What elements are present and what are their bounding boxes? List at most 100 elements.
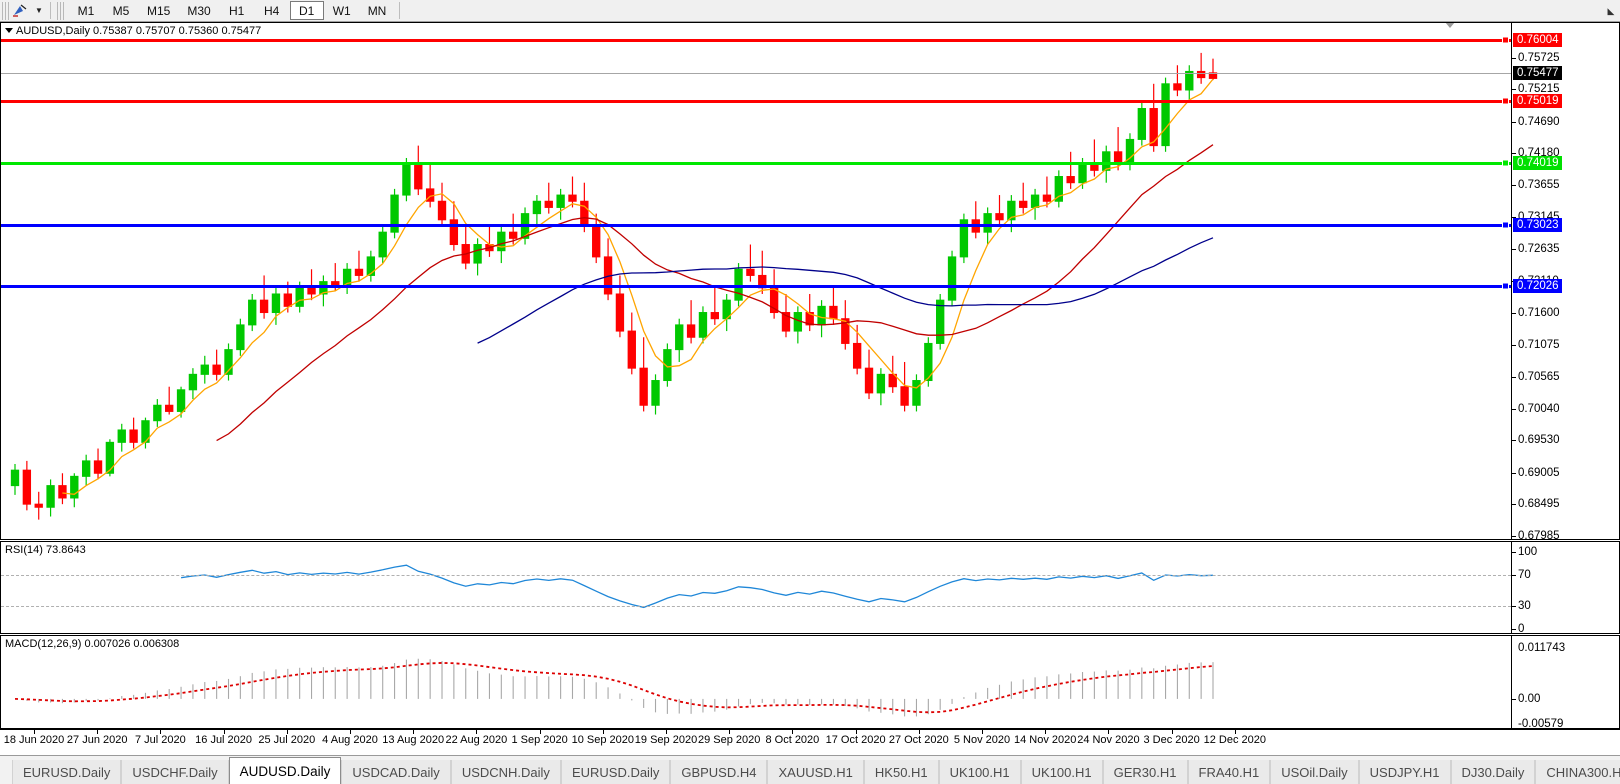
- chart-tab-eurusd-daily[interactable]: EURUSD.Daily: [560, 760, 671, 784]
- price-tickmark: [1512, 121, 1516, 123]
- date-tick-label: 1 Sep 2020: [511, 734, 568, 746]
- price-tickmark: [1512, 472, 1516, 474]
- rsi-panel[interactable]: RSI(14) 73.8643 100 70 30 0: [0, 541, 1620, 635]
- date-tickmark: [350, 730, 351, 734]
- price-tag-green[interactable]: 0.74019: [1513, 155, 1562, 170]
- chart-tab-usdjpy-h1[interactable]: USDJPY.H1: [1358, 760, 1451, 784]
- level-line-support[interactable]: [1, 285, 1511, 289]
- chart-tab-eurusd-daily[interactable]: EURUSD.Daily: [12, 760, 122, 784]
- date-axis[interactable]: 18 Jun 2020 27 Jun 2020 7 Jul 2020 16 Jul 2…: [0, 729, 1620, 751]
- tab-list: EURUSD.Daily USDCHF.Daily AUDUSD.Daily USDC…: [12, 757, 1620, 784]
- date-tick-label: 29 Sep 2020: [697, 734, 761, 746]
- price-plot-area[interactable]: AUDUSD,Daily 0.75387 0.75707 0.75360 0.7…: [1, 23, 1511, 539]
- crosshair-draw-icon[interactable]: [10, 1, 32, 21]
- timeframe-m1[interactable]: M1: [77, 3, 95, 18]
- macd-axis: 0.011743 0.00 -0.00579: [1511, 636, 1619, 730]
- level-line-support[interactable]: [1, 161, 1511, 165]
- toolbar-grip[interactable]: [2, 1, 10, 20]
- chart-tab-china300-h1[interactable]: CHINA300.H1: [1535, 760, 1620, 784]
- timeframe-m30[interactable]: M30: [187, 3, 211, 18]
- level-line-handle[interactable]: [1502, 97, 1509, 105]
- timeframe-mn[interactable]: MN: [367, 3, 387, 18]
- level-line-handle[interactable]: [1502, 36, 1509, 44]
- rsi-tick-label: 100: [1518, 546, 1538, 558]
- level-line-handle[interactable]: [1502, 221, 1509, 229]
- level-line-resistance[interactable]: [1, 100, 1511, 104]
- chart-tab-usdchf-daily[interactable]: USDCHF.Daily: [121, 760, 229, 784]
- date-tickmark: [413, 730, 415, 734]
- price-tick-label: 0.72635: [1518, 242, 1560, 255]
- price-tag-red[interactable]: 0.76004: [1513, 33, 1562, 48]
- price-tickmark: [1512, 89, 1516, 91]
- level-line-handle[interactable]: [1502, 159, 1509, 167]
- price-tag-blue[interactable]: 0.73023: [1513, 217, 1562, 232]
- macd-tick-label: 0.00: [1518, 692, 1541, 705]
- chart-tab-hk50-h1[interactable]: HK50.H1: [863, 760, 939, 784]
- chart-tab-fra40-h1[interactable]: FRA40.H1: [1187, 760, 1271, 784]
- price-tickmark: [1512, 153, 1516, 155]
- date-tickmark: [223, 730, 225, 734]
- price-tag-red[interactable]: 0.75019: [1513, 94, 1562, 109]
- date-tickmark: [97, 730, 99, 734]
- rsi-tickmark: [1512, 629, 1516, 630]
- timeframe-m15[interactable]: M15: [147, 3, 171, 18]
- price-tick-label: 0.68495: [1518, 498, 1560, 511]
- chart-tab-gbpusd-h4[interactable]: GBPUSD.H4: [670, 760, 768, 784]
- date-tick-label: 14 Nov 2020: [1013, 734, 1077, 746]
- date-tickmark: [286, 730, 288, 734]
- price-tickmark: [1512, 408, 1516, 410]
- date-tick-label: 17 Oct 2020: [825, 734, 886, 746]
- price-tickmark: [1512, 312, 1516, 314]
- price-tickmark: [1512, 536, 1516, 537]
- date-tickmark: [666, 730, 667, 734]
- timeframe-m5[interactable]: M5: [112, 3, 130, 18]
- timeframe-group: M1 M5 M15 M30 H1 H4 D1 W1 MN: [69, 1, 395, 20]
- price-chart-panel[interactable]: AUDUSD,Daily 0.75387 0.75707 0.75360 0.7…: [0, 22, 1620, 542]
- price-tag-blue[interactable]: 0.72026: [1513, 279, 1562, 294]
- date-tickmark: [539, 730, 541, 734]
- date-tickmark: [1171, 730, 1173, 734]
- price-tick-label: 0.71600: [1518, 306, 1560, 319]
- price-axis[interactable]: 0.757250.752150.746900.741800.736550.731…: [1511, 23, 1619, 542]
- macd-tickmark: [1512, 698, 1516, 700]
- rsi-line-svg: [181, 564, 1214, 609]
- price-tickmark: [1512, 376, 1516, 378]
- rsi-tick-label: 0: [1518, 623, 1525, 635]
- date-tickmark: [1108, 730, 1110, 734]
- date-tickmark: [34, 730, 35, 734]
- timeframe-h4[interactable]: H4: [264, 3, 280, 18]
- price-tick-label: 0.74690: [1518, 115, 1560, 128]
- price-tag-black[interactable]: 0.75477: [1513, 65, 1562, 80]
- date-tick-label: 24 Nov 2020: [1077, 734, 1140, 746]
- macd-panel[interactable]: MACD(12,26,9) 0.007026 0.006308 0.011743…: [0, 635, 1620, 730]
- date-tick-label: 16 Jul 2020: [195, 734, 253, 746]
- macd-tick-label: -0.00579: [1518, 718, 1564, 730]
- chart-tab-usoil-daily[interactable]: USOil.Daily: [1270, 760, 1359, 784]
- chevron-down-icon[interactable]: ▼: [35, 6, 43, 15]
- timeframe-h1[interactable]: H1: [229, 3, 245, 18]
- window-scroll-stub[interactable]: ◣: [1607, 5, 1615, 16]
- chart-tab-usdcnh-daily[interactable]: USDCNH.Daily: [450, 760, 561, 784]
- chart-tab-uk100-h1[interactable]: UK100.H1: [1020, 760, 1103, 784]
- chart-tab-uk100-h1[interactable]: UK100.H1: [938, 760, 1021, 784]
- date-tick-label: 8 Oct 2020: [765, 734, 820, 746]
- chart-tab-xauusd-h1[interactable]: XAUUSD.H1: [767, 760, 864, 784]
- timeframe-w1[interactable]: W1: [332, 3, 351, 18]
- macd-plot-area[interactable]: MACD(12,26,9) 0.007026 0.006308: [1, 636, 1511, 728]
- chart-tab-audusd-daily[interactable]: AUDUSD.Daily: [228, 757, 342, 784]
- chart-tab-usdcad-daily[interactable]: USDCAD.Daily: [341, 760, 451, 784]
- level-line-resistance[interactable]: [1, 39, 1511, 43]
- chart-tab-ger30-h1[interactable]: GER30.H1: [1102, 760, 1188, 784]
- date-tick-label: 18 Jun 2020: [3, 734, 65, 746]
- rsi-plot-area[interactable]: RSI(14) 73.8643: [1, 542, 1511, 633]
- chart-tab-dj30-daily[interactable]: DJ30.Daily: [1450, 760, 1536, 784]
- level-line-handle[interactable]: [1502, 282, 1509, 290]
- chart-title: AUDUSD,Daily 0.75387 0.75707 0.75360 0.7…: [5, 25, 261, 37]
- rsi-axis: 100 70 30 0: [1511, 542, 1619, 635]
- timeframe-d1[interactable]: D1: [289, 1, 324, 20]
- collapse-triangle-icon[interactable]: [5, 28, 13, 33]
- timeframe-grip[interactable]: [57, 1, 65, 20]
- level-line-last-price[interactable]: [1, 72, 1511, 74]
- level-line-support[interactable]: [1, 223, 1511, 227]
- toolbar: ▼ M1 M5 M15 M30 H1 H4 D1 W1 MN ◣: [0, 0, 1620, 22]
